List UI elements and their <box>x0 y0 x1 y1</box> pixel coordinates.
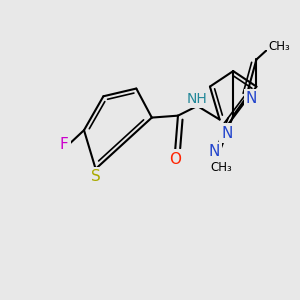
Text: N: N <box>246 91 257 106</box>
Text: CH₃: CH₃ <box>210 161 232 175</box>
Text: N: N <box>208 144 220 159</box>
Text: N: N <box>222 126 233 141</box>
Text: S: S <box>91 169 100 184</box>
Text: CH₃: CH₃ <box>268 40 290 53</box>
Text: NH: NH <box>187 92 208 106</box>
Text: F: F <box>60 137 68 152</box>
Text: O: O <box>169 152 181 166</box>
